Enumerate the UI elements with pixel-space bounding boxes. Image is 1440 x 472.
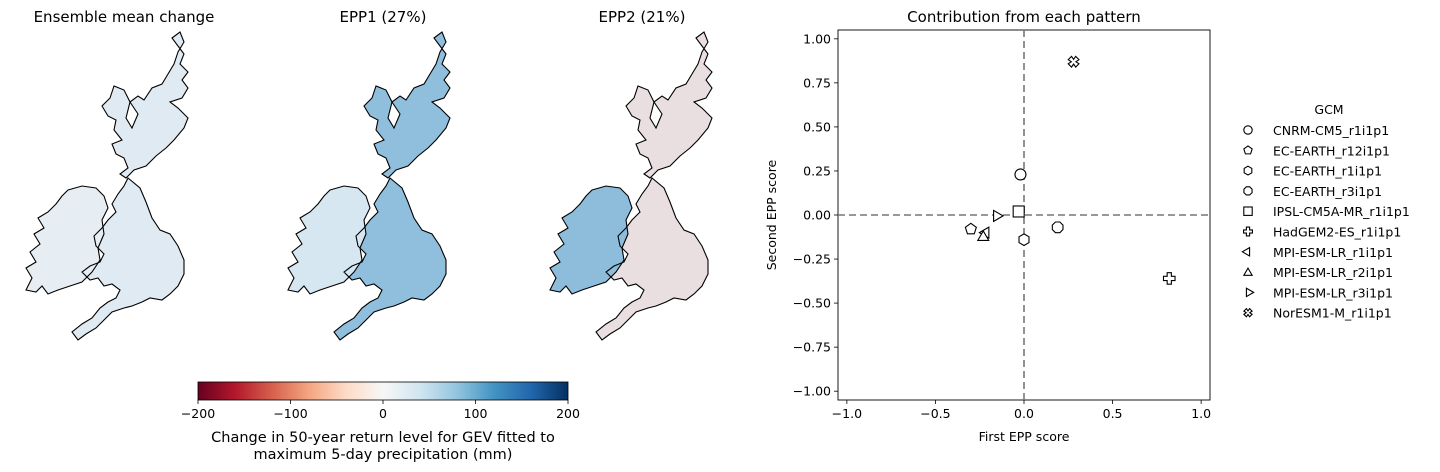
point-mpi-esm-lr-r2i1p1 <box>976 229 990 241</box>
y-tick-label: −0.50 <box>793 296 831 311</box>
legend-marker <box>1245 287 1255 298</box>
legend-label: MPI-ESM-LR_r1i1p1 <box>1273 245 1393 260</box>
point-hadgem2-es-r1i1p1 <box>1162 272 1176 285</box>
legend-marker <box>1243 145 1253 155</box>
y-tick-label: 1.00 <box>803 31 831 46</box>
legend-item: HadGEM2-ES_r1i1p1 <box>1243 225 1401 240</box>
legend-marker <box>1243 307 1253 318</box>
legend-marker <box>1243 206 1253 216</box>
legend-item: MPI-ESM-LR_r1i1p1 <box>1241 245 1393 260</box>
legend-label: MPI-ESM-LR_r2i1p1 <box>1273 265 1393 280</box>
map-title-3: EPP2 (21%) <box>599 8 686 26</box>
map-panel-1: Ensemble mean change <box>25 8 215 341</box>
y-tick-label: −1.00 <box>793 384 831 399</box>
legend-item: CNRM-CM5_r1i1p1 <box>1243 123 1389 138</box>
legend-marker <box>1243 186 1253 196</box>
point-mpi-esm-lr-r3i1p1 <box>993 209 1005 223</box>
legend-marker <box>1243 125 1253 135</box>
legend-label: CNRM-CM5_r1i1p1 <box>1273 123 1389 138</box>
y-axis-label: Second EPP score <box>764 159 779 270</box>
x-tick-label: 0.0 <box>1014 406 1034 421</box>
legend-label: IPSL-CM5A-MR_r1i1p1 <box>1273 204 1410 219</box>
y-tick-label: 0.50 <box>803 119 831 134</box>
chart-title: Contribution from each pattern <box>907 8 1141 26</box>
colorbar-tick-label: −200 <box>181 406 215 421</box>
colorbar-gradient <box>197 381 569 401</box>
point-noresm1-m-r1i1p1 <box>1067 55 1080 68</box>
colorbar-label-line2: maximum 5-day precipitation (mm) <box>254 447 513 463</box>
y-tick-label: −0.25 <box>793 252 831 267</box>
legend-item: IPSL-CM5A-MR_r1i1p1 <box>1243 204 1410 219</box>
y-axis: −1.00 −0.75 −0.50 −0.25 0.00 0.25 0.50 0.75 1.00 <box>793 31 838 399</box>
colorbar-tick-label: 100 <box>464 406 488 421</box>
legend-marker <box>1241 246 1251 257</box>
point-cnrm-cm5-r1i1p1 <box>1014 168 1027 181</box>
legend: GCM CNRM-CM5_r1i1p1 EC-EARTH_r12i1p1 EC-EA… <box>1241 102 1410 321</box>
x-tick-label: −0.5 <box>920 406 950 421</box>
data-points <box>964 55 1176 285</box>
legend-marker <box>1243 226 1253 237</box>
map-title-1: Ensemble mean change <box>34 8 215 26</box>
x-tick-label: −1.0 <box>832 406 862 421</box>
y-tick-label: 0.75 <box>803 75 831 90</box>
legend-label: MPI-ESM-LR_r3i1p1 <box>1273 285 1393 300</box>
legend-title: GCM <box>1314 102 1343 117</box>
legend-label: EC-EARTH_r3i1p1 <box>1273 184 1382 199</box>
y-tick-label: 0.00 <box>803 208 831 223</box>
map-panels: Ensemble mean change EPP1 (27%) EPP2 (21%) <box>25 8 713 341</box>
map-panel-2: EPP1 (27%) <box>287 8 451 341</box>
scatter-chart: Contribution from each pattern −1.0 −0.5 0… <box>764 8 1211 444</box>
legend-marker <box>1243 165 1253 176</box>
colorbar: −200 −100 0 100 200 Change in 50-year return… <box>181 381 580 463</box>
legend-item: EC-EARTH_r12i1p1 <box>1243 143 1390 158</box>
map-title-2: EPP1 (27%) <box>340 8 427 26</box>
x-axis-label: First EPP score <box>979 429 1070 444</box>
legend-item: EC-EARTH_r1i1p1 <box>1243 164 1382 179</box>
point-ec-earth-r12i1p1 <box>964 222 977 235</box>
y-tick-label: 0.25 <box>803 163 831 178</box>
point-ec-earth-r3i1p1 <box>1051 221 1064 234</box>
legend-item: EC-EARTH_r3i1p1 <box>1243 184 1382 199</box>
legend-label: EC-EARTH_r12i1p1 <box>1273 143 1390 158</box>
x-axis: −1.0 −0.5 0.0 0.5 1.0 <box>832 400 1211 421</box>
colorbar-tick-label: 200 <box>556 406 580 421</box>
zero-lines <box>838 30 1210 400</box>
legend-item: MPI-ESM-LR_r3i1p1 <box>1245 285 1393 300</box>
x-tick-label: 0.5 <box>1103 406 1123 421</box>
x-tick-label: 1.0 <box>1191 406 1211 421</box>
colorbar-tick-label: −100 <box>273 406 307 421</box>
colorbar-label-line1: Change in 50-year return level for GEV f… <box>211 430 555 446</box>
colorbar-tick-label: 0 <box>379 406 387 421</box>
y-tick-label: −0.75 <box>793 340 831 355</box>
legend-item: NorESM1-M_r1i1p1 <box>1243 306 1392 321</box>
point-ec-earth-r1i1p1 <box>1018 233 1030 247</box>
map-panel-3: EPP2 (21%) <box>549 8 713 341</box>
legend-label: NorESM1-M_r1i1p1 <box>1273 306 1392 321</box>
legend-marker <box>1242 267 1254 276</box>
legend-item: MPI-ESM-LR_r2i1p1 <box>1242 265 1393 280</box>
legend-label: EC-EARTH_r1i1p1 <box>1273 164 1382 179</box>
point-ipsl-cm5a-mr-r1i1p1 <box>1012 205 1025 218</box>
legend-label: HadGEM2-ES_r1i1p1 <box>1273 225 1401 240</box>
